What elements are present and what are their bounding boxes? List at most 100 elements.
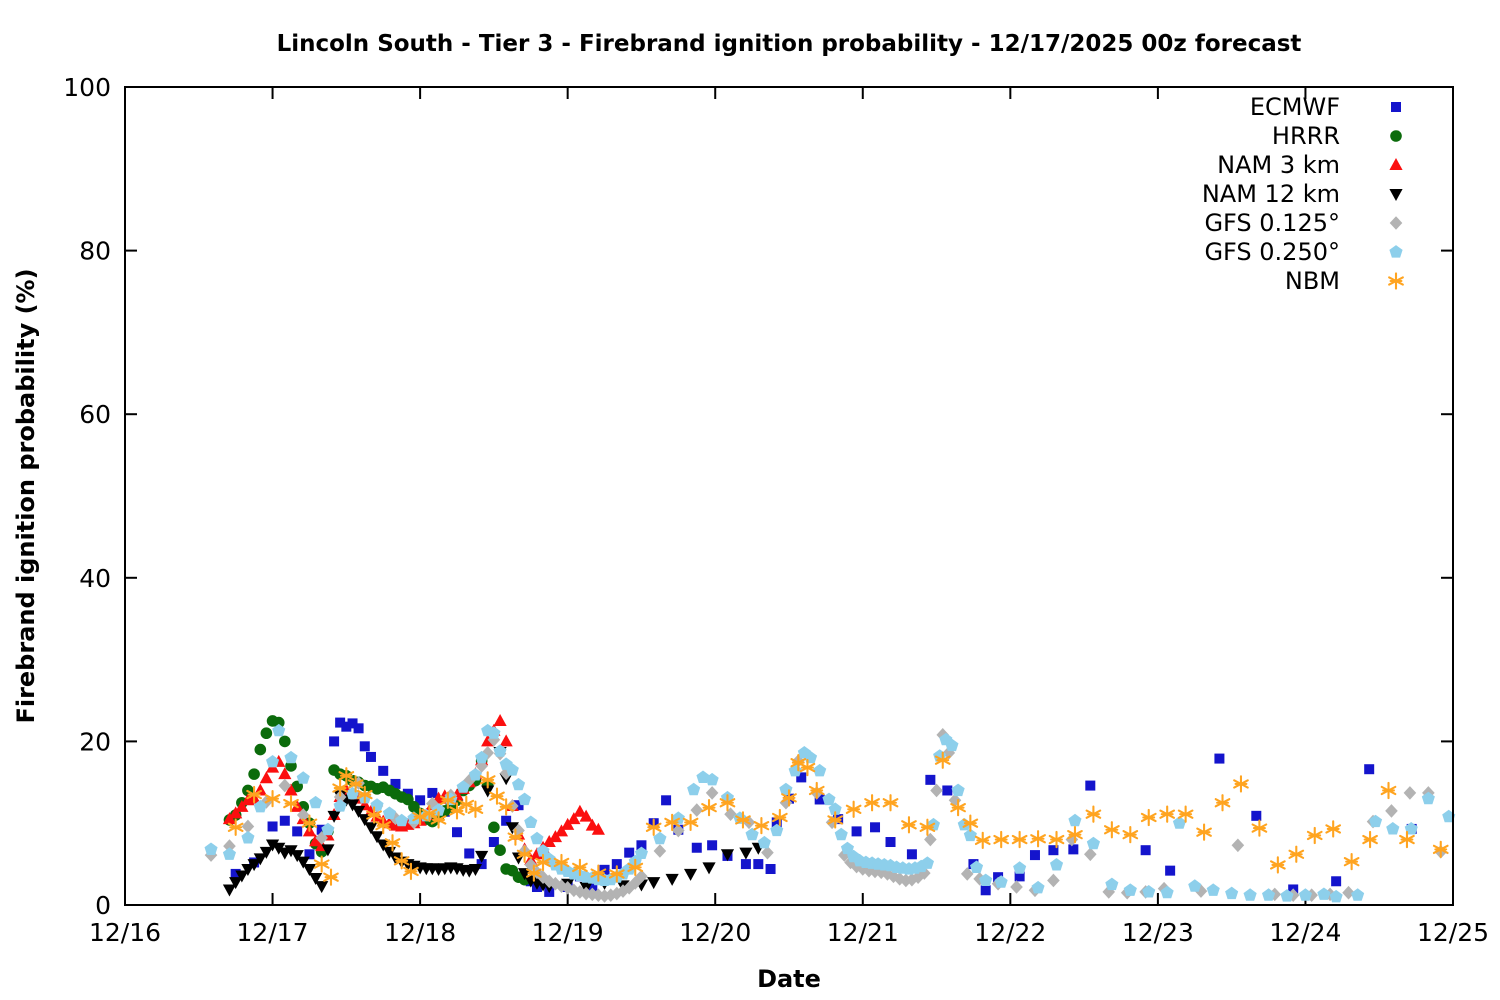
data-point <box>707 840 718 851</box>
data-point <box>1317 887 1331 900</box>
data-point <box>235 799 249 812</box>
data-point <box>375 817 392 835</box>
data-point <box>279 735 291 748</box>
data-point <box>851 826 862 837</box>
data-point <box>585 818 599 831</box>
data-point <box>724 807 737 822</box>
data-point <box>230 868 241 879</box>
x-tick-label: 12/24 <box>1269 918 1341 947</box>
data-point <box>426 796 439 811</box>
data-point <box>266 755 280 768</box>
legend-label: NAM 12 km <box>1202 180 1340 208</box>
data-point <box>353 723 364 734</box>
x-tick-label: 12/16 <box>89 918 161 947</box>
data-point <box>942 785 953 796</box>
legend-label: GFS 0.125° <box>1204 209 1340 237</box>
data-point <box>1404 822 1418 835</box>
data-point <box>278 767 292 780</box>
data-point <box>389 811 402 826</box>
data-point <box>204 842 218 855</box>
data-point <box>1369 814 1383 828</box>
data-point <box>960 867 974 881</box>
data-point <box>779 795 793 810</box>
data-point <box>1010 880 1023 894</box>
data-point <box>536 844 550 857</box>
data-point <box>430 811 447 829</box>
data-point <box>329 736 340 747</box>
data-point <box>347 775 364 793</box>
data-point <box>1421 791 1435 805</box>
legend-item-nam-12-km: NAM 12 km <box>1202 180 1403 208</box>
data-point <box>241 864 255 877</box>
data-point <box>284 845 298 858</box>
data-point <box>1262 888 1276 901</box>
data-point <box>1084 847 1097 862</box>
data-point <box>247 859 261 872</box>
data-point <box>1206 883 1220 896</box>
legend-marker-triangle-up-icon <box>1389 158 1403 170</box>
data-point <box>488 821 500 834</box>
data-point <box>493 713 507 726</box>
data-point <box>572 858 588 877</box>
data-point <box>1085 805 1102 823</box>
y-tick-label: 40 <box>79 564 111 593</box>
legend-item-nam-3-km: NAM 3 km <box>1217 151 1403 179</box>
data-point <box>653 831 667 845</box>
data-point <box>1251 819 1268 837</box>
data-point <box>814 794 825 805</box>
data-point <box>687 782 701 796</box>
data-point <box>468 864 483 877</box>
data-point <box>868 864 882 879</box>
data-point <box>702 862 716 875</box>
data-point <box>682 813 699 832</box>
data-point <box>475 750 489 764</box>
data-point <box>321 822 335 836</box>
data-point <box>440 791 456 809</box>
data-point <box>813 763 827 777</box>
data-point <box>223 839 236 853</box>
data-point <box>364 822 378 835</box>
data-point <box>284 783 298 796</box>
data-point <box>653 844 667 858</box>
data-point <box>753 817 770 835</box>
data-point <box>467 800 484 818</box>
data-point <box>951 783 965 797</box>
data-point <box>449 802 465 820</box>
data-point <box>489 787 505 805</box>
data-point <box>378 765 389 776</box>
data-point <box>739 847 753 860</box>
data-point <box>248 768 260 780</box>
data-point <box>530 831 544 845</box>
y-tick-label: 20 <box>79 727 111 756</box>
data-point <box>705 786 719 800</box>
data-point <box>526 864 542 882</box>
data-point <box>265 839 280 852</box>
data-point <box>518 792 532 806</box>
legend-item-gfs-0-125-: GFS 0.125° <box>1204 209 1403 237</box>
data-point <box>1432 840 1449 859</box>
data-point <box>881 867 894 881</box>
data-point <box>421 804 438 823</box>
data-point <box>701 799 717 817</box>
data-point <box>573 885 587 899</box>
data-point <box>301 814 318 832</box>
data-point <box>290 850 304 863</box>
data-point <box>772 808 788 827</box>
data-point <box>822 792 836 806</box>
data-point <box>1140 845 1151 856</box>
y-tick-label: 0 <box>95 891 111 920</box>
series-nbm <box>227 751 1449 886</box>
legend-marker-pentagon-icon <box>1389 245 1403 258</box>
data-point <box>475 850 489 863</box>
x-tick-label: 12/18 <box>384 918 456 947</box>
data-point <box>554 824 569 837</box>
data-point <box>979 873 993 886</box>
data-point <box>1306 826 1323 845</box>
data-point <box>635 869 648 884</box>
data-point <box>719 794 736 812</box>
data-point <box>1030 830 1046 848</box>
data-point <box>370 798 384 811</box>
data-point <box>1280 889 1294 902</box>
data-point <box>980 885 991 896</box>
data-point <box>901 816 917 834</box>
